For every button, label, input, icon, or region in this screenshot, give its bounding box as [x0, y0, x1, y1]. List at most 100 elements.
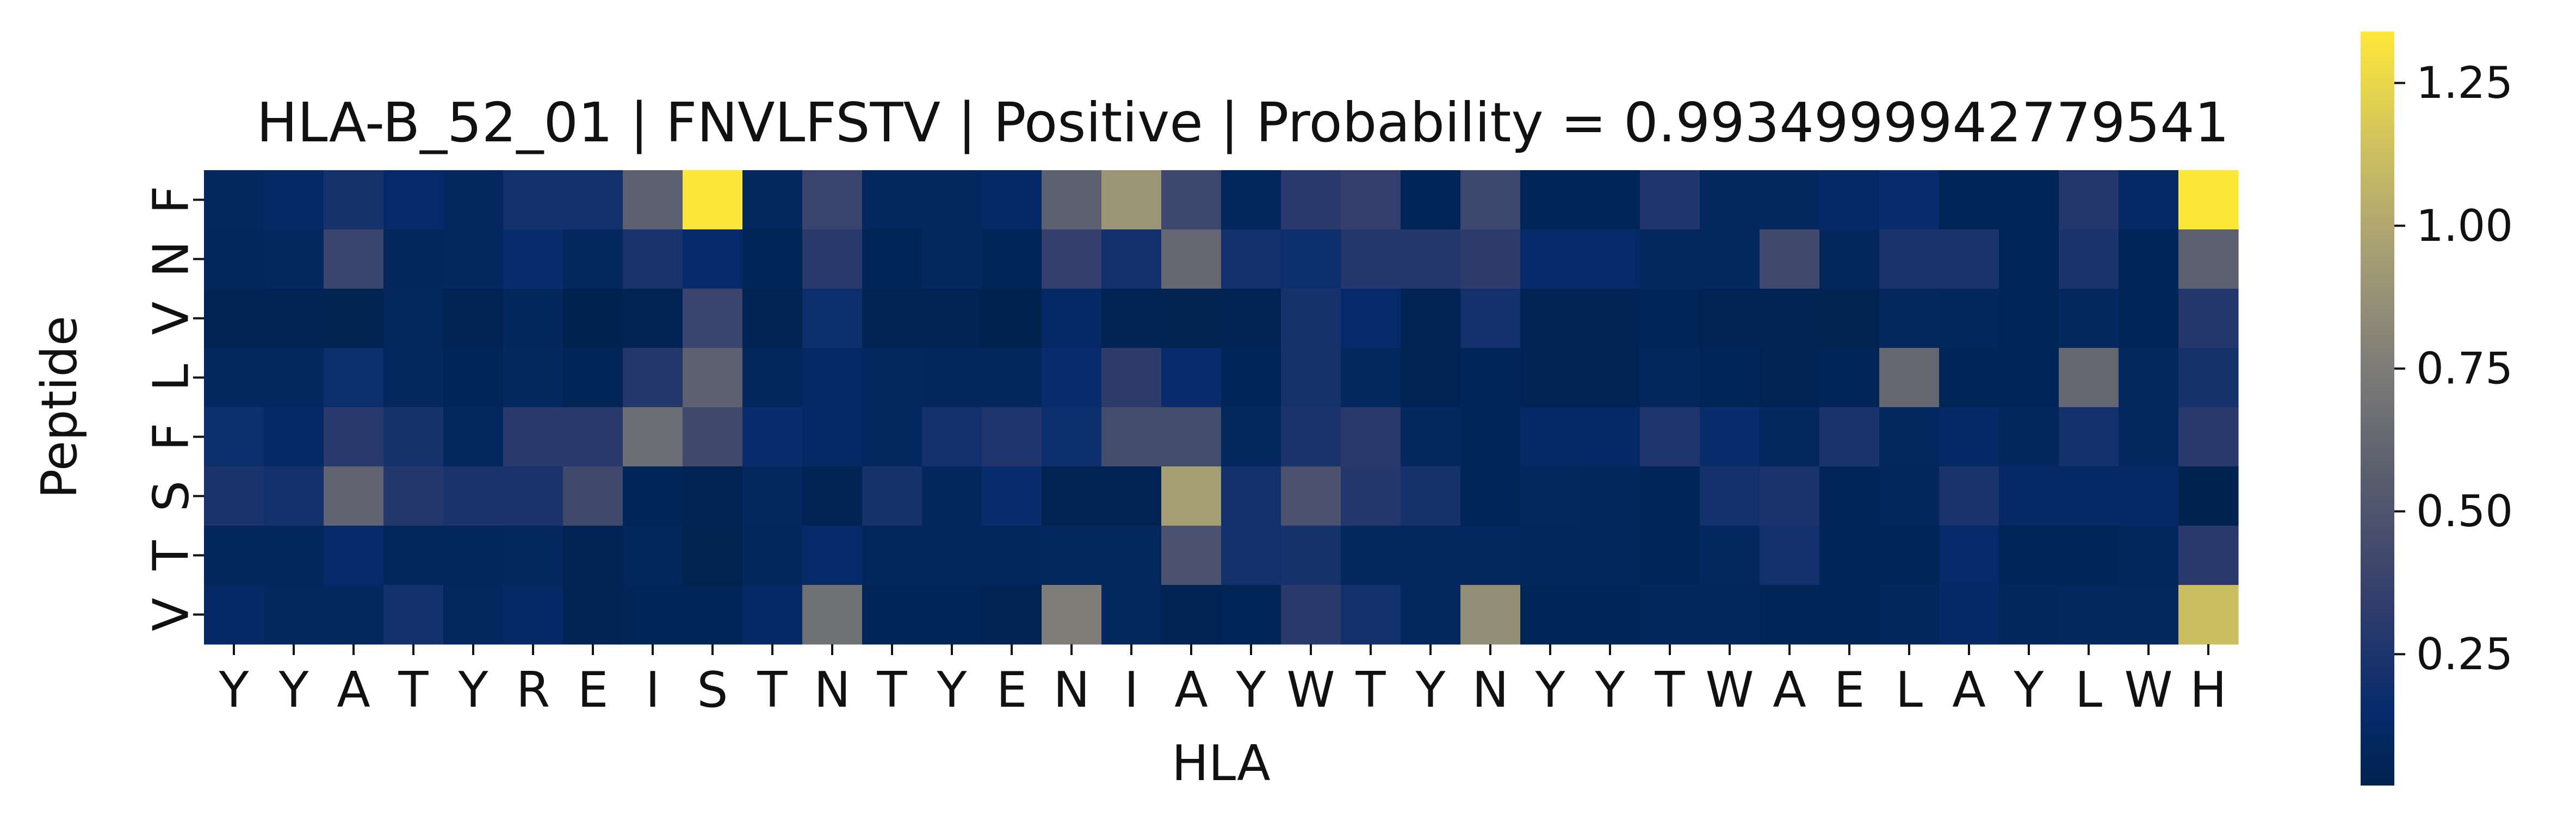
heatmap-cell — [1401, 348, 1461, 408]
heatmap-cell — [1042, 348, 1102, 408]
heatmap-cell — [1700, 585, 1760, 645]
x-tick-label: S — [697, 662, 728, 719]
heatmap-cell — [383, 526, 444, 585]
heatmap-cell — [982, 407, 1042, 467]
heatmap-cell — [1221, 348, 1281, 408]
heatmap-cell — [742, 229, 803, 289]
heatmap-cell — [982, 289, 1042, 348]
heatmap-cell — [922, 348, 982, 408]
heatmap-cell — [1640, 466, 1700, 526]
heatmap-cell — [1161, 348, 1222, 408]
heatmap-cell — [1700, 348, 1760, 408]
heatmap-cell — [1580, 585, 1640, 645]
x-tick-label: Y — [1535, 662, 1566, 719]
x-tick-label: W — [1287, 662, 1335, 719]
heatmap-cell — [982, 229, 1042, 289]
heatmap-cell — [1760, 170, 1820, 230]
heatmap-cell — [2119, 526, 2179, 585]
heatmap-cell — [563, 229, 623, 289]
heatmap-cell — [1161, 526, 1222, 585]
heatmap-cell — [1939, 526, 1999, 585]
heatmap-cell — [1580, 170, 1640, 230]
heatmap-cell — [204, 289, 264, 348]
heatmap-cell — [264, 229, 324, 289]
heatmap-cell — [1401, 170, 1461, 230]
heatmap-cell — [383, 229, 444, 289]
heatmap-cell — [982, 466, 1042, 526]
heatmap-cell — [443, 289, 504, 348]
heatmap-cell — [1819, 289, 1880, 348]
heatmap-cell — [2178, 348, 2239, 408]
heatmap-cell — [1520, 289, 1581, 348]
x-tick-label: W — [1706, 662, 1754, 719]
heatmap-cell — [383, 585, 444, 645]
heatmap-cell — [1101, 229, 1162, 289]
heatmap-cell — [2119, 466, 2179, 526]
x-tick-label: R — [516, 662, 550, 719]
heatmap-cell — [2119, 229, 2179, 289]
heatmap-cell — [204, 526, 264, 585]
heatmap-cell — [264, 407, 324, 467]
heatmap-cell — [862, 585, 922, 645]
heatmap-cell — [1401, 407, 1461, 467]
heatmap-cell — [2119, 585, 2179, 645]
x-tick-label: E — [996, 662, 1027, 719]
x-tick-label: W — [2125, 662, 2173, 719]
heatmap-cell — [683, 466, 743, 526]
heatmap-cell — [1161, 585, 1222, 645]
heatmap-cell — [264, 526, 324, 585]
x-tick-label: Y — [219, 662, 250, 719]
heatmap-cell — [1341, 407, 1401, 467]
heatmap-cell — [922, 526, 982, 585]
heatmap-cell — [1161, 170, 1222, 230]
heatmap-cell — [563, 526, 623, 585]
heatmap-cell — [623, 289, 683, 348]
x-tick-label: Y — [1595, 662, 1626, 719]
heatmap-cell — [1221, 289, 1281, 348]
heatmap-cell — [1939, 466, 1999, 526]
heatmap-cell — [922, 585, 982, 645]
heatmap-cell — [1700, 466, 1760, 526]
heatmap-cell — [2059, 229, 2119, 289]
heatmap-cell — [1221, 229, 1281, 289]
heatmap-cell — [1221, 585, 1281, 645]
y-tick-label: F — [143, 423, 200, 451]
colorbar: 0.25 0.50 0.75 1.00 1.25 — [2361, 32, 2513, 786]
heatmap-cell — [2119, 407, 2179, 467]
heatmap-cell — [1760, 526, 1820, 585]
heatmap-cell — [1939, 585, 1999, 645]
heatmap-cell — [204, 170, 264, 230]
heatmap-cell — [1221, 526, 1281, 585]
heatmap-cell — [1101, 585, 1162, 645]
heatmap-cell — [1819, 526, 1880, 585]
heatmap-cell — [1281, 466, 1341, 526]
heatmap-cell — [1700, 229, 1760, 289]
heatmap-cell — [802, 289, 863, 348]
heatmap-cell — [264, 170, 324, 230]
heatmap-cell — [383, 348, 444, 408]
heatmap-cell — [1341, 289, 1401, 348]
heatmap-cell — [324, 407, 384, 467]
heatmap-cell — [2059, 289, 2119, 348]
heatmap-cell — [1999, 585, 2059, 645]
heatmap-cell — [1460, 289, 1521, 348]
colorbar-tick-label: 0.50 — [2416, 486, 2513, 537]
heatmap-cell — [1401, 229, 1461, 289]
heatmap-cell — [324, 526, 384, 585]
heatmap-cell — [1999, 289, 2059, 348]
heatmap-cell — [1879, 348, 1940, 408]
x-tick-label: T — [757, 662, 788, 719]
heatmap-cell — [982, 585, 1042, 645]
heatmap-cell — [443, 407, 504, 467]
heatmap-cell — [1281, 229, 1341, 289]
heatmap-cell — [922, 289, 982, 348]
heatmap-cell — [204, 407, 264, 467]
heatmap-cells — [204, 170, 2239, 645]
y-tick-label: V — [143, 302, 200, 335]
heatmap-cell — [623, 526, 683, 585]
heatmap-cell — [1999, 526, 2059, 585]
heatmap-cell — [1042, 170, 1102, 230]
x-tick-label: T — [1355, 662, 1386, 719]
heatmap-cell — [1520, 229, 1581, 289]
heatmap-cell — [1640, 585, 1700, 645]
